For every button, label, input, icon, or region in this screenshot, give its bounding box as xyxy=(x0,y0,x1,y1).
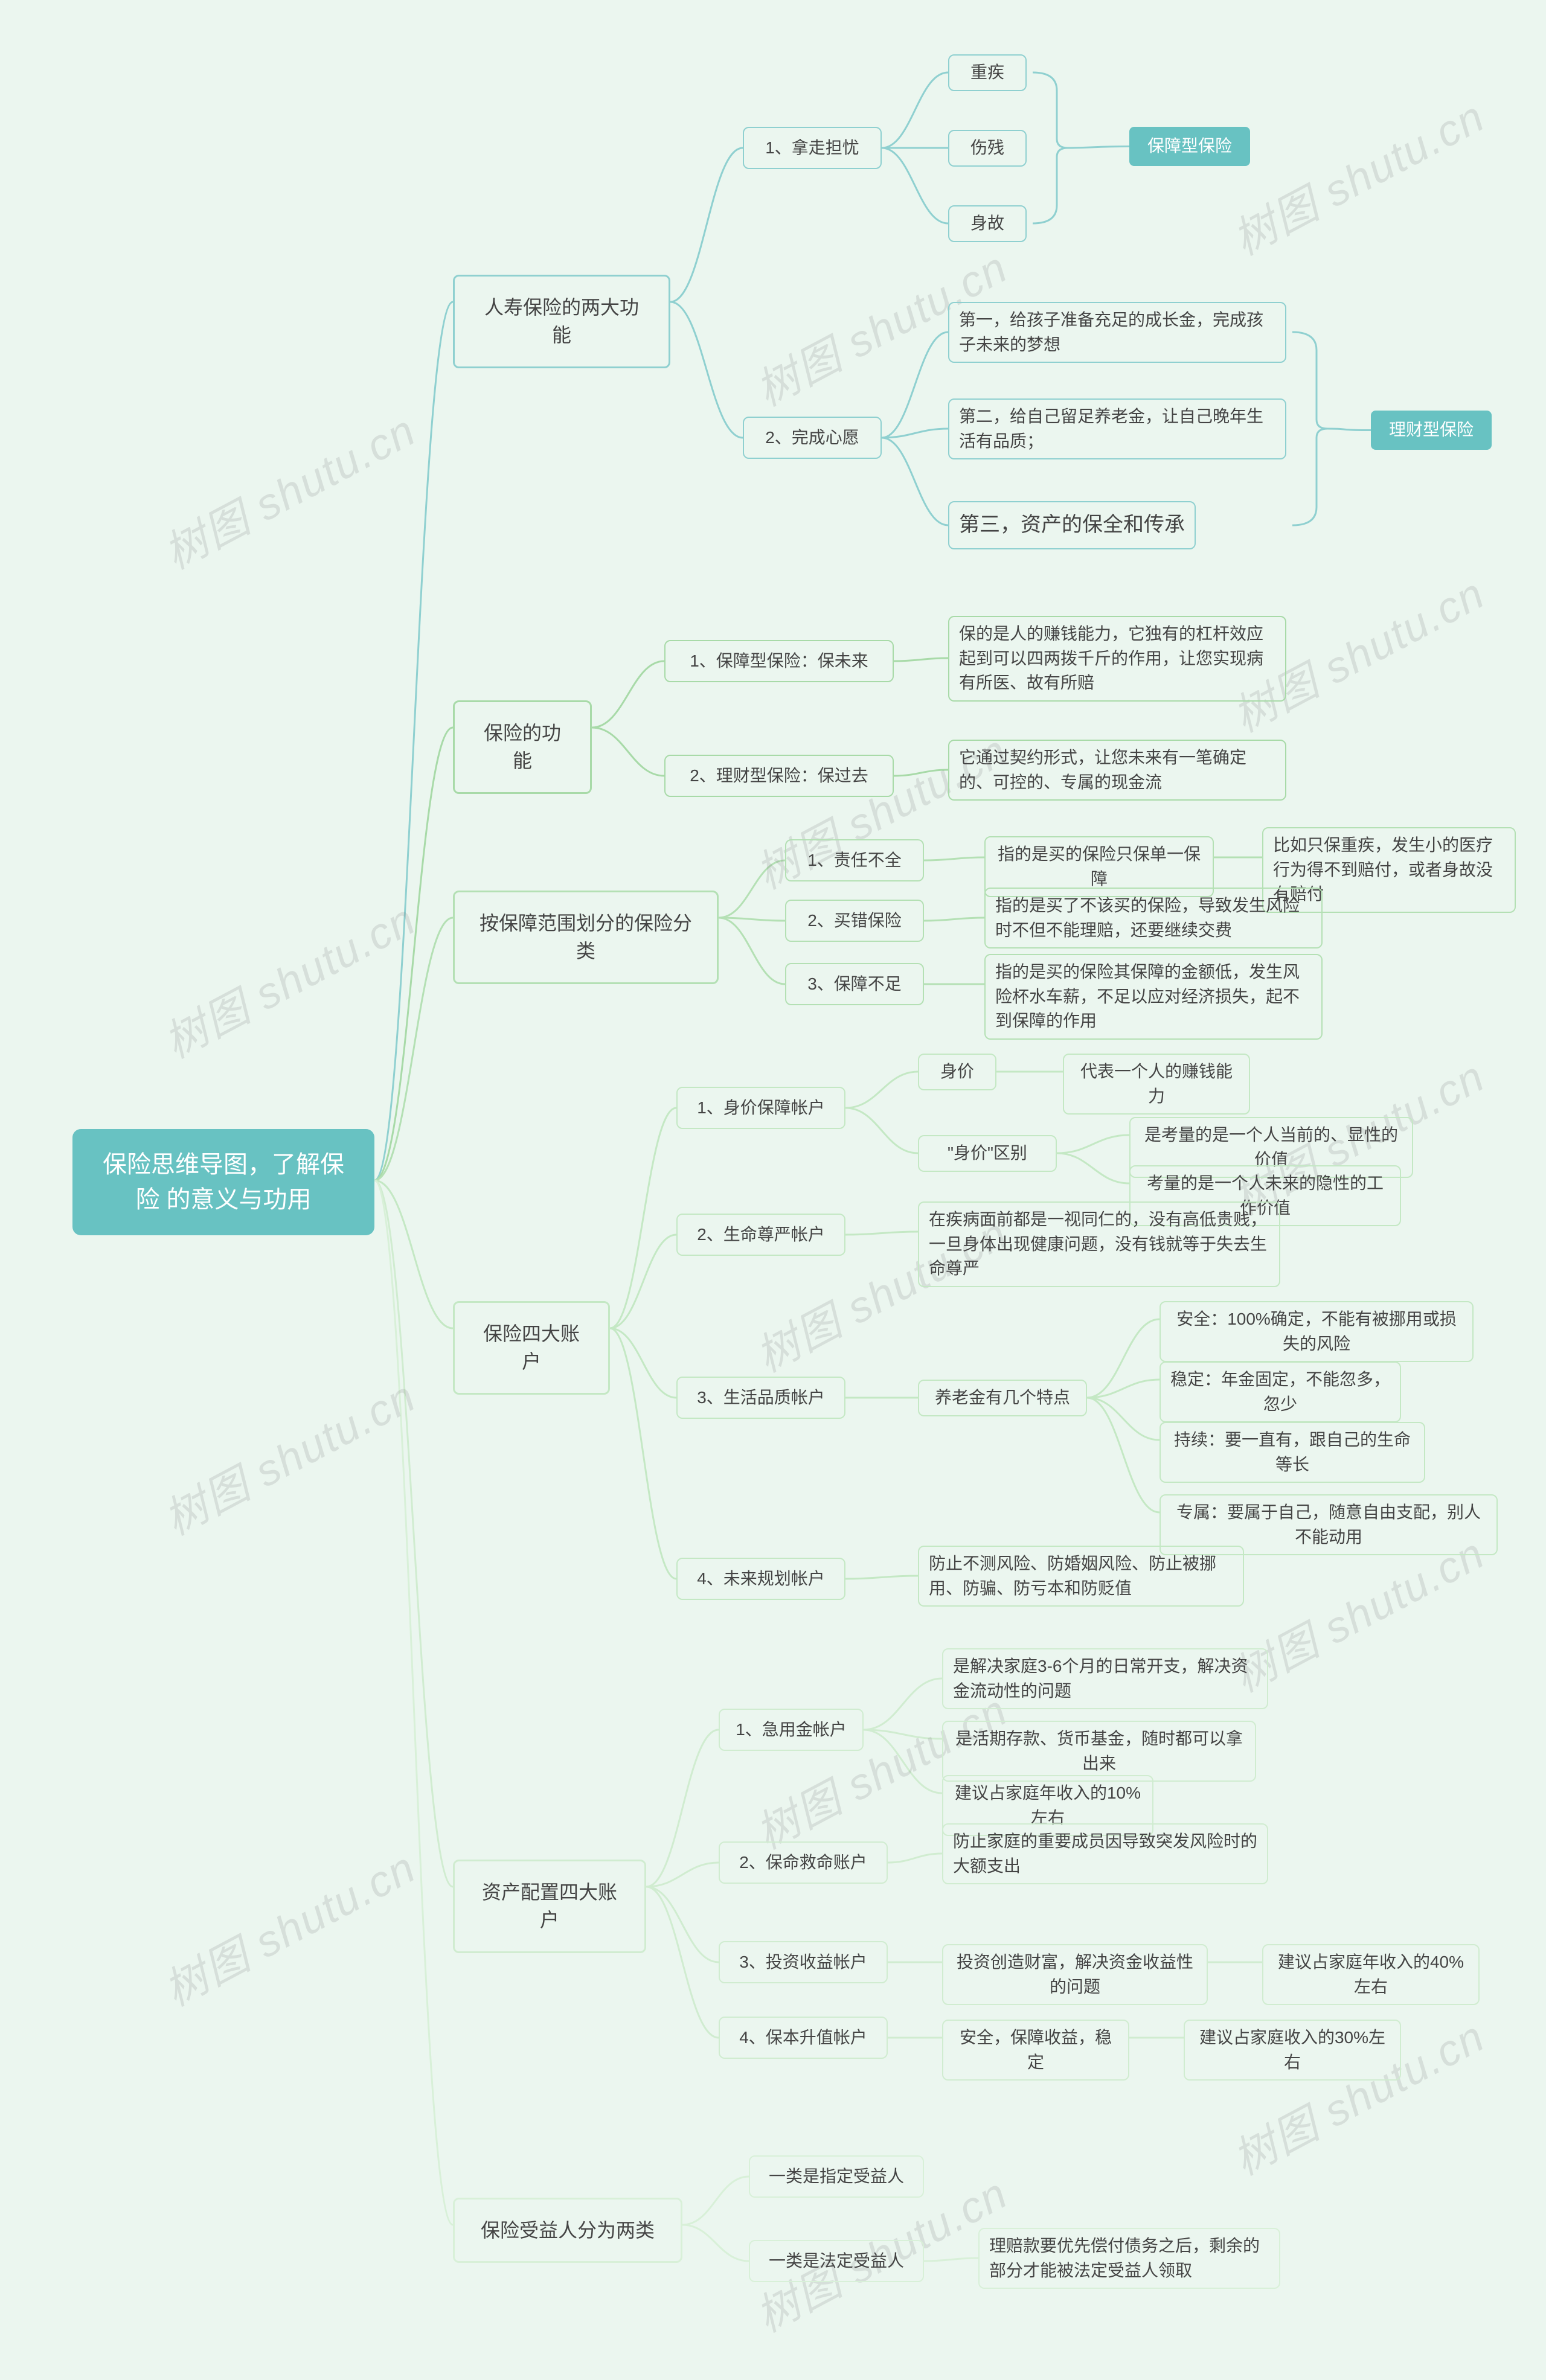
node-b4c: 3、生活品质帐户 xyxy=(676,1377,845,1419)
node-b5d1: 安全，保障收益，稳定 xyxy=(942,2020,1129,2081)
watermark: 树图 shutu.cn xyxy=(151,395,425,581)
node-b4c1a: 安全：100%确定，不能有被挪用或损失的风险 xyxy=(1160,1301,1474,1362)
node-b4d1: 防止不测风险、防婚姻风险、防止被挪用、防骗、防亏本和防贬值 xyxy=(918,1546,1244,1607)
node-b5a2: 是活期存款、货币基金，随时都可以拿出来 xyxy=(942,1721,1256,1782)
node-b4c1c: 持续：要一直有，跟自己的生命等长 xyxy=(1160,1422,1425,1483)
node-b1a1: 重疾 xyxy=(948,54,1027,91)
node-b3c1: 指的是买的保险其保障的金额低，发生风险杯水车薪，不足以应对经济损失，起不到保障的… xyxy=(984,954,1323,1040)
node-b3b1: 指的是买了不该买的保险，导致发生风险时不但不能理赔，还要继续交费 xyxy=(984,888,1323,948)
node-b5c1: 投资创造财富，解决资金收益性的问题 xyxy=(942,1944,1208,2005)
watermark: 树图 shutu.cn xyxy=(1220,82,1494,267)
node-b1aTag: 保障型保险 xyxy=(1129,127,1250,166)
mindmap-canvas: 树图 shutu.cn 树图 shutu.cn 树图 shutu.cn 树图 shut… xyxy=(0,0,1546,2380)
node-b4b: 2、生命尊严帐户 xyxy=(676,1214,845,1256)
node-root: 保险思维导图，了解保险 的意义与功用 xyxy=(72,1129,374,1235)
node-b1b3: 第三，资产的保全和传承 xyxy=(948,501,1196,549)
node-b6b: 一类是法定受益人 xyxy=(749,2240,924,2282)
node-b3c: 3、保障不足 xyxy=(785,963,924,1005)
node-b3: 按保障范围划分的保险分类 xyxy=(453,891,719,984)
node-b1b1: 第一，给孩子准备充足的成长金，完成孩子未来的梦想 xyxy=(948,302,1286,363)
node-b2a: 1、保障型保险：保未来 xyxy=(664,640,894,682)
node-b4a: 1、身价保障帐户 xyxy=(676,1087,845,1129)
node-b1a3: 身故 xyxy=(948,205,1027,242)
node-b4c1: 养老金有几个特点 xyxy=(918,1380,1087,1416)
node-b5b1: 防止家庭的重要成员因导致突发风险时的大额支出 xyxy=(942,1823,1268,1884)
node-b5d2: 建议占家庭收入的30%左右 xyxy=(1184,2020,1401,2081)
node-b4a2: "身价"区别 xyxy=(918,1135,1057,1172)
node-b6b1: 理赔款要优先偿付债务之后，剩余的部分才能被法定受益人领取 xyxy=(978,2228,1280,2289)
watermark: 树图 shutu.cn xyxy=(151,1832,425,2018)
node-b2a1: 保的是人的赚钱能力，它独有的杠杆效应起到可以四两拨千斤的作用，让您实现病有所医、… xyxy=(948,616,1286,702)
node-b2b1: 它通过契约形式，让您未来有一笔确定的、可控的、专属的现金流 xyxy=(948,740,1286,801)
node-b5a1: 是解决家庭3-6个月的日常开支，解决资金流动性的问题 xyxy=(942,1648,1268,1709)
node-b6a: 一类是指定受益人 xyxy=(749,2155,924,2198)
node-b6: 保险受益人分为两类 xyxy=(453,2198,682,2263)
node-b1: 人寿保险的两大功能 xyxy=(453,275,670,368)
node-b1bTag: 理财型保险 xyxy=(1371,411,1492,450)
node-b5a: 1、急用金帐户 xyxy=(719,1709,864,1751)
node-b4: 保险四大账户 xyxy=(453,1301,610,1395)
node-b5d: 4、保本升值帐户 xyxy=(719,2017,888,2059)
node-b4a1d: 代表一个人的赚钱能力 xyxy=(1063,1054,1250,1115)
watermark: 树图 shutu.cn xyxy=(151,1361,425,1547)
node-b1a: 1、拿走担忧 xyxy=(743,127,882,169)
node-b3a: 1、责任不全 xyxy=(785,839,924,881)
node-b3b: 2、买错保险 xyxy=(785,900,924,942)
node-b5b: 2、保命救命账户 xyxy=(719,1841,888,1884)
node-b4d: 4、未来规划帐户 xyxy=(676,1558,845,1600)
node-b1b: 2、完成心愿 xyxy=(743,417,882,459)
node-b4b1: 在疾病面前都是一视同仁的，没有高低贵贱，一旦身体出现健康问题，没有钱就等于失去生… xyxy=(918,1201,1280,1287)
node-b5c: 3、投资收益帐户 xyxy=(719,1941,888,1983)
node-b2: 保险的功能 xyxy=(453,700,592,794)
node-b5c2: 建议占家庭年收入的40%左右 xyxy=(1262,1944,1480,2005)
node-b5: 资产配置四大账户 xyxy=(453,1860,646,1953)
node-b4c1b: 稳定：年金固定，不能忽多，忽少 xyxy=(1160,1361,1401,1422)
node-b4a1: 身价 xyxy=(918,1054,996,1090)
node-b1b2: 第二，给自己留足养老金，让自己晚年生活有品质； xyxy=(948,398,1286,459)
node-b1a2: 伤残 xyxy=(948,130,1027,167)
node-b2b: 2、理财型保险：保过去 xyxy=(664,755,894,797)
watermark: 树图 shutu.cn xyxy=(151,885,425,1070)
